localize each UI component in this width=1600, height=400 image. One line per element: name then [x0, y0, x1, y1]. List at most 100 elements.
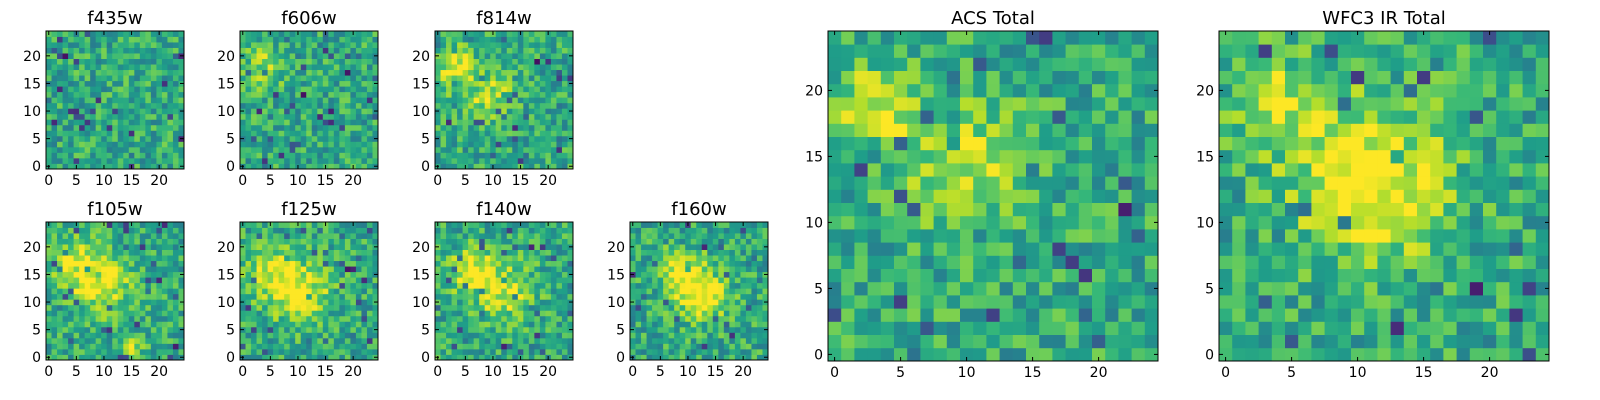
heatmap-cell — [278, 277, 285, 284]
heatmap-cell — [300, 91, 307, 98]
heatmap-cell — [339, 315, 346, 322]
heatmap-cell — [479, 310, 486, 317]
heatmap-cell — [1039, 202, 1053, 217]
heatmap-cell — [1065, 176, 1080, 190]
heatmap-cell — [306, 332, 313, 339]
heatmap-cell — [79, 222, 86, 228]
heatmap-cell — [62, 321, 69, 328]
heatmap-cell — [245, 293, 252, 300]
heatmap-cell — [1012, 321, 1027, 335]
heatmap-cell — [123, 266, 130, 273]
heatmap-cell — [344, 293, 351, 300]
heatmap-cell — [501, 321, 508, 328]
heatmap-cell — [300, 233, 307, 239]
heatmap-cell — [278, 47, 285, 54]
heatmap-cell — [289, 119, 296, 126]
heatmap-cell — [528, 260, 535, 267]
heatmap-cell — [328, 238, 335, 245]
heatmap-cell — [539, 86, 546, 93]
heatmap-cell — [457, 321, 463, 328]
heatmap-cell — [278, 152, 285, 159]
heatmap-cell — [550, 315, 557, 322]
heatmap-cell — [468, 135, 475, 142]
heatmap-cell — [262, 36, 268, 43]
heatmap-cell — [556, 36, 563, 43]
heatmap-cell — [150, 343, 157, 350]
heatmap-cell — [512, 58, 519, 65]
heatmap-cell — [150, 91, 157, 98]
heatmap-cell — [854, 163, 868, 177]
heatmap-cell — [245, 80, 252, 87]
heatmap-cell — [652, 348, 658, 355]
heatmap-cell — [95, 108, 102, 115]
heatmap-cell — [123, 310, 130, 317]
heatmap-cell — [740, 266, 747, 273]
heatmap-cell — [751, 288, 758, 295]
heatmap-cell — [333, 304, 340, 311]
heatmap-cell — [539, 315, 546, 322]
heatmap-cell — [273, 233, 280, 239]
heatmap-cell — [328, 271, 335, 278]
heatmap-cell — [690, 293, 697, 300]
heatmap-cell — [446, 288, 452, 295]
heatmap-cell — [457, 64, 463, 71]
heatmap-cell — [256, 271, 263, 278]
heatmap-cell — [123, 326, 130, 333]
heatmap-cell — [333, 288, 340, 295]
heatmap-cell — [550, 238, 557, 245]
heatmap-cell — [317, 141, 324, 148]
heatmap-cell — [172, 47, 179, 54]
heatmap-cell — [734, 238, 741, 245]
heatmap-cell — [150, 69, 157, 76]
heatmap-cell — [145, 69, 152, 76]
heatmap-cell — [740, 321, 747, 328]
heatmap-cell — [512, 277, 519, 284]
heatmap-cell — [707, 299, 714, 306]
heatmap-cell — [178, 91, 185, 98]
heatmap-cell — [986, 268, 1000, 283]
heatmap-cell — [333, 244, 340, 250]
heatmap-cell — [668, 348, 675, 355]
heatmap-cell — [289, 113, 296, 120]
heatmap-cell — [740, 310, 747, 317]
heatmap-cell — [652, 310, 658, 317]
heatmap-cell — [490, 130, 497, 137]
heatmap-cell — [156, 53, 163, 59]
heatmap-cell — [117, 113, 124, 120]
heatmap-cell — [161, 108, 168, 115]
heatmap-cell — [446, 271, 452, 278]
heatmap-cell — [528, 282, 535, 289]
heatmap-cell — [451, 135, 458, 142]
heatmap-cell — [1065, 189, 1080, 203]
heatmap-cell — [333, 271, 340, 278]
heatmap-cell — [295, 249, 302, 256]
heatmap-cell — [46, 58, 52, 65]
heatmap-cell — [273, 238, 280, 245]
heatmap-cell — [523, 36, 530, 43]
heatmap-cell — [534, 102, 541, 109]
heatmap-cell — [484, 348, 491, 355]
heatmap-cell — [484, 288, 491, 295]
heatmap-cell — [156, 315, 163, 322]
heatmap-cell — [117, 47, 124, 54]
heatmap-cell — [561, 348, 568, 355]
heatmap-cell — [517, 315, 524, 322]
heatmap-cell — [267, 260, 274, 267]
heatmap-cell — [440, 343, 447, 350]
heatmap-cell — [256, 227, 263, 234]
heatmap-cell — [366, 75, 373, 82]
heatmap-cell — [128, 288, 135, 295]
heatmap-cell — [57, 75, 63, 82]
heatmap-cell — [751, 293, 758, 300]
heatmap-cell — [457, 343, 463, 350]
heatmap-cell — [567, 249, 574, 256]
heatmap-cell — [457, 277, 463, 284]
heatmap-cell — [317, 233, 324, 239]
heatmap-cell — [556, 337, 563, 344]
heatmap-cell — [550, 42, 557, 48]
heatmap-cell — [350, 271, 357, 278]
heatmap-cell — [635, 244, 642, 250]
heatmap-cell — [512, 288, 519, 295]
heatmap-cell — [1052, 242, 1066, 256]
heatmap-cell — [101, 119, 108, 126]
